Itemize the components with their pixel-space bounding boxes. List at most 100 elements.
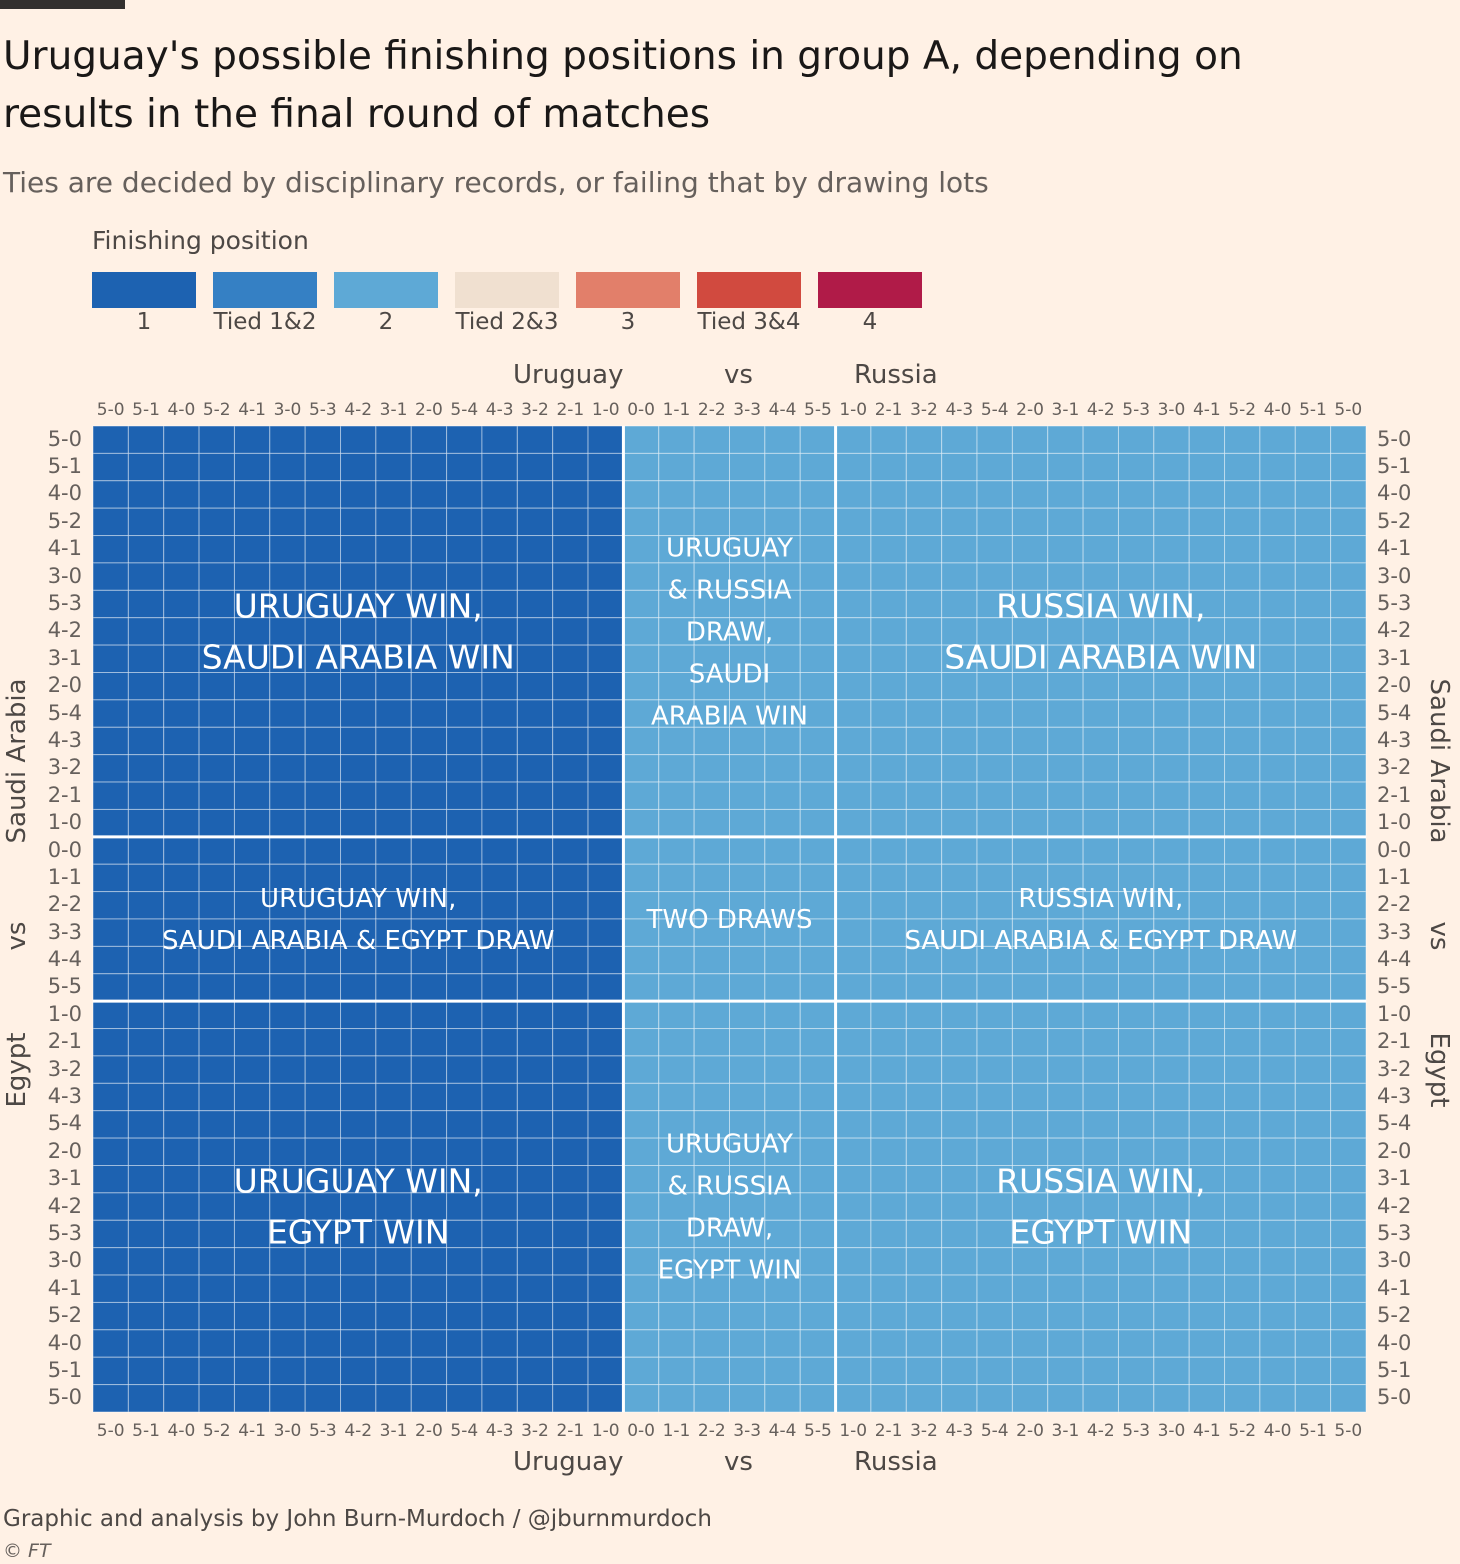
heatmap-cell xyxy=(764,535,801,564)
heatmap-cell xyxy=(1224,452,1261,482)
heatmap-cell xyxy=(1047,589,1084,619)
heatmap-cell xyxy=(375,891,412,920)
heatmap-cell xyxy=(1294,781,1332,810)
heatmap-cell xyxy=(340,425,377,454)
heatmap-cell xyxy=(163,507,200,537)
heatmap-cell xyxy=(340,507,377,537)
heatmap-cell xyxy=(1117,863,1155,893)
heatmap-cell xyxy=(1259,1274,1296,1303)
tick-label: 5-0 xyxy=(1334,1421,1363,1441)
block-annotation: URUGUAY & RUSSIA DRAW, SAUDI ARABIA WIN xyxy=(651,534,808,732)
heatmap-cell xyxy=(198,891,235,920)
heatmap-cell xyxy=(1330,1110,1367,1139)
heatmap-cell xyxy=(516,918,554,947)
heatmap-cell xyxy=(835,1110,872,1139)
heatmap-cell xyxy=(729,1356,766,1386)
heatmap-cell xyxy=(1011,507,1049,537)
heatmap-cell xyxy=(799,535,837,564)
heatmap-cell xyxy=(269,891,306,920)
tick-label: 2-1 xyxy=(874,1421,903,1441)
heatmap-cell xyxy=(92,672,129,701)
heatmap-cell xyxy=(92,1055,129,1084)
heatmap-cell xyxy=(905,918,943,947)
heatmap-cell xyxy=(1330,891,1367,920)
tick-label: 2-2 xyxy=(697,400,726,420)
heatmap-cell xyxy=(1047,836,1084,865)
heatmap-cell xyxy=(410,781,448,810)
heatmap-cell xyxy=(976,507,1013,537)
heatmap-cell xyxy=(410,1055,448,1084)
heatmap-cell xyxy=(92,480,129,509)
heatmap-cell xyxy=(304,1329,342,1358)
heatmap-cell xyxy=(481,535,518,564)
heatmap-cell xyxy=(127,1329,165,1358)
heatmap-cell xyxy=(1047,1274,1084,1303)
heatmap-cell xyxy=(870,918,907,947)
heatmap-cell xyxy=(1330,863,1367,893)
heatmap-cell xyxy=(375,836,412,865)
heatmap-cell xyxy=(1011,480,1049,509)
tick-label: 2-0 xyxy=(47,673,82,698)
heatmap-cell xyxy=(658,672,695,701)
source-credit: Graphic and analysis by John Burn-Murdoc… xyxy=(3,1506,712,1532)
heatmap-cell xyxy=(269,1000,306,1030)
heatmap-cell xyxy=(1188,1384,1226,1413)
heatmap-cell xyxy=(410,1028,448,1057)
heatmap-cell xyxy=(870,1247,907,1276)
heatmap-cell xyxy=(1294,863,1332,893)
heatmap-cell xyxy=(1294,507,1332,537)
heatmap-cell xyxy=(446,589,483,619)
tick-label: 2-2 xyxy=(697,1421,726,1441)
heatmap-cell xyxy=(1294,836,1332,865)
tick-label: 4-3 xyxy=(485,1421,514,1441)
heatmap-cell xyxy=(1294,589,1332,619)
tick-label: 4-1 xyxy=(1377,1275,1412,1300)
heatmap-cell xyxy=(835,1192,872,1221)
heatmap-cell xyxy=(481,1055,518,1084)
heatmap-cell xyxy=(1330,672,1367,701)
heatmap-cell xyxy=(269,425,306,454)
heatmap-cell xyxy=(233,1247,271,1276)
heatmap-cell xyxy=(1188,672,1226,701)
heatmap-cell xyxy=(1047,1082,1084,1112)
heatmap-cell xyxy=(835,672,872,701)
heatmap-cell xyxy=(410,1274,448,1303)
heatmap-cell xyxy=(1047,1110,1084,1139)
heatmap-cell xyxy=(622,1165,660,1194)
tick-label: 1-0 xyxy=(839,400,868,420)
heatmap-cell xyxy=(1224,1137,1261,1166)
heatmap-cell xyxy=(269,1247,306,1276)
heatmap-cell xyxy=(905,1274,943,1303)
tick-label: 4-4 xyxy=(1377,947,1412,972)
heatmap-cell xyxy=(340,535,377,564)
tick-label: 5-2 xyxy=(47,508,82,533)
heatmap-cell xyxy=(1330,1082,1367,1112)
heatmap-cell xyxy=(516,1247,554,1276)
heatmap-cell xyxy=(552,1219,589,1249)
heatmap-cell xyxy=(516,452,554,482)
heatmap-cell xyxy=(233,507,271,537)
heatmap-cell xyxy=(799,836,837,865)
heatmap-cell xyxy=(375,425,412,454)
heatmap-cell xyxy=(163,425,200,454)
heatmap-cell xyxy=(941,1082,978,1112)
heatmap-cell xyxy=(127,507,165,537)
heatmap-cell xyxy=(658,1000,695,1030)
heatmap-cell xyxy=(976,480,1013,509)
heatmap-cell xyxy=(552,781,589,810)
heatmap-cell xyxy=(976,1301,1013,1331)
heatmap-cell xyxy=(764,863,801,893)
heatmap-cell xyxy=(1082,918,1119,947)
tick-label: 5-1 xyxy=(1377,1357,1412,1382)
heatmap-cell xyxy=(233,836,271,865)
heatmap-cell xyxy=(375,973,412,1002)
heatmap-cell xyxy=(198,918,235,947)
heatmap-cell xyxy=(1117,891,1155,920)
heatmap-cell xyxy=(375,1082,412,1112)
heatmap-cell xyxy=(693,507,731,537)
heatmap-cell xyxy=(516,535,554,564)
heatmap-cell xyxy=(587,1219,624,1249)
heatmap-cell xyxy=(799,1028,837,1057)
heatmap-cell xyxy=(516,1165,554,1194)
heatmap-cell xyxy=(835,891,872,920)
